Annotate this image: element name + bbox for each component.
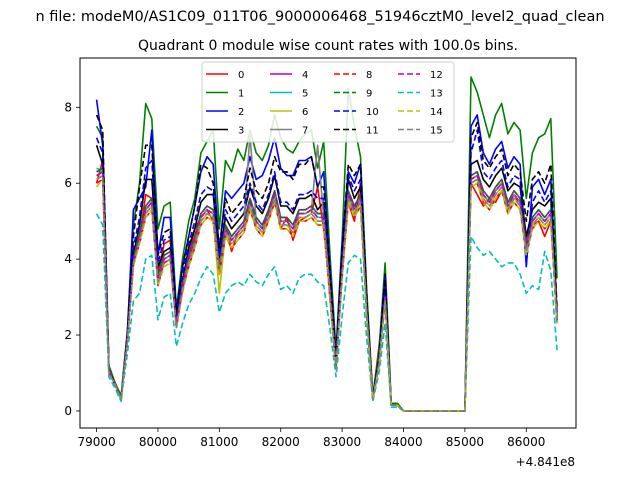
axes-frame [79, 57, 577, 429]
series-line-15 [96, 174, 558, 412]
legend-label-11: 11 [366, 126, 379, 137]
legend-label-14: 14 [430, 107, 443, 118]
y-tick-label: 0 [64, 404, 72, 418]
legend-label-6: 6 [302, 107, 308, 118]
y-tick-label: 2 [64, 328, 72, 342]
chart-title: Quadrant 0 module wise count rates with … [138, 38, 518, 54]
series-line-8 [96, 178, 558, 412]
x-tick-label: 83000 [323, 435, 361, 449]
series-lines [95, 76, 558, 412]
legend-label-12: 12 [430, 70, 443, 81]
y-tick-label: 8 [64, 100, 72, 114]
x-tick-label: 81000 [200, 435, 238, 449]
plot-area: 79000 80000 81000 82000 83000 84000 85000 86000… [64, 57, 577, 449]
legend-label-8: 8 [366, 70, 372, 81]
series-line-11 [95, 114, 558, 412]
figure-suptitle: n file: modeM0/AS1C09_011T06_9000006468_… [35, 9, 604, 25]
legend-label-13: 13 [430, 89, 443, 100]
x-axis: 79000 80000 81000 82000 83000 84000 85000 86000 [77, 428, 545, 449]
x-tick-label: 85000 [446, 435, 484, 449]
x-tick-label: 82000 [262, 435, 300, 449]
x-tick-label: 80000 [139, 435, 177, 449]
legend-label-4: 4 [302, 70, 308, 81]
series-line-13 [95, 213, 558, 412]
x-tick-label: 86000 [507, 435, 545, 449]
legend-label-9: 9 [366, 89, 372, 100]
series-line-10 [95, 129, 558, 412]
legend-label-2: 2 [238, 107, 244, 118]
y-axis: 0 2 4 6 8 [64, 100, 80, 418]
legend-label-5: 5 [302, 89, 308, 100]
y-tick-label: 4 [64, 252, 72, 266]
legend-label-3: 3 [238, 126, 244, 137]
x-tick-label: 79000 [77, 435, 115, 449]
legend-label-15: 15 [430, 126, 443, 137]
series-line-2 [95, 99, 558, 412]
legend-label-1: 1 [238, 89, 244, 100]
legend-label-10: 10 [366, 107, 379, 118]
legend-frame [201, 61, 455, 143]
legend-label-0: 0 [238, 70, 244, 81]
x-tick-label: 84000 [384, 435, 422, 449]
y-tick-label: 6 [64, 176, 72, 190]
legend-label-7: 7 [302, 126, 308, 137]
x-offset-label: +4.841e8 [516, 455, 575, 469]
